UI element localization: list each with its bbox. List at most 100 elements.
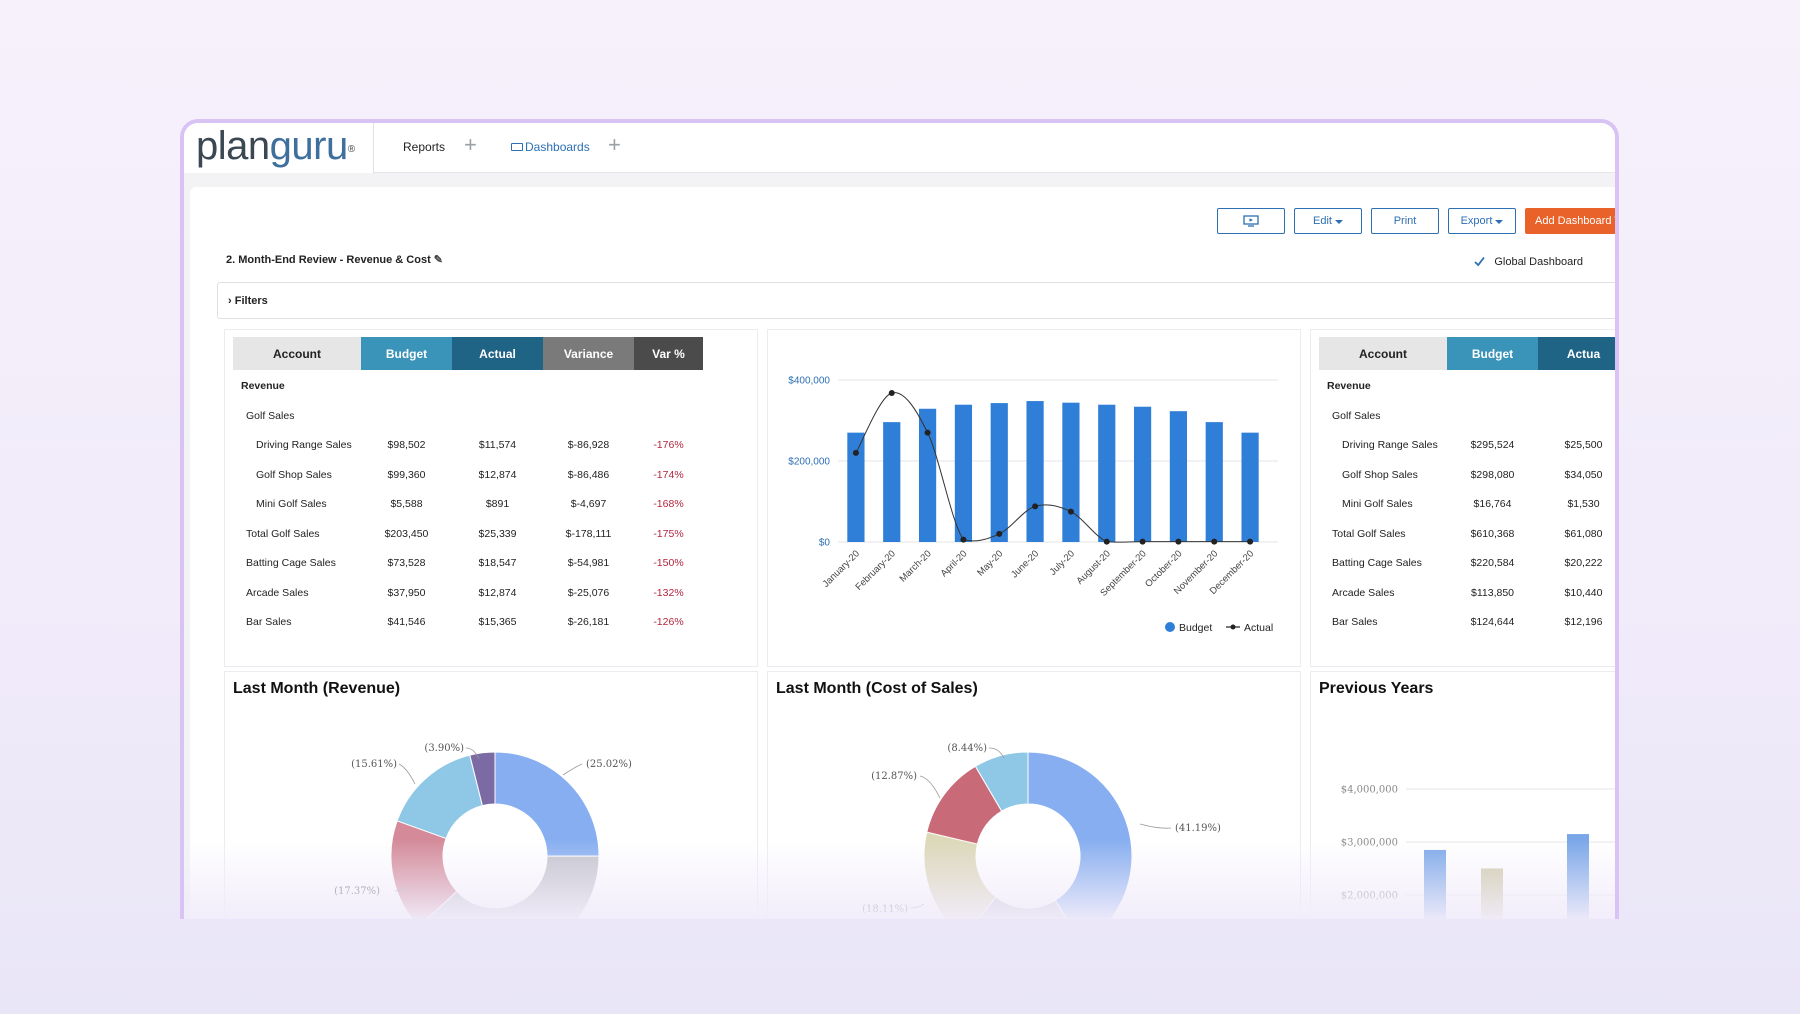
variance-table-panel: Account Budget Actual Variance Var % Revenue G… [224, 329, 758, 667]
table-cell-variance: $-4,697 [570, 498, 607, 510]
table-cell-actual: $61,080 [1564, 527, 1603, 540]
actual-point [996, 530, 1003, 537]
table-cell-var_pct: -175% [653, 527, 684, 540]
table-cell-account: Golf Shop Sales [1342, 468, 1418, 481]
actual-point [1032, 503, 1039, 510]
donut-leader-line [465, 747, 480, 760]
global-dashboard-toggle[interactable]: Global Dashboard [1473, 255, 1583, 268]
donut-leader-line [1139, 823, 1172, 829]
table-cell-actual: $10,440 [1564, 586, 1603, 599]
present-button[interactable] [1217, 208, 1285, 234]
add-dashboard-plus-icon[interactable]: + [608, 132, 621, 157]
table-cell-account: Mini Golf Sales [1342, 498, 1413, 510]
dashboard-title: 2. Month-End Review - Revenue & Cost ✎ [226, 253, 443, 266]
table-cell-variance: $-86,486 [567, 468, 610, 481]
legend-budget-label: Budget [1179, 622, 1212, 634]
table-cell-actual: $25,339 [478, 527, 517, 540]
top-nav-bar: planguru® Reports + Dashboards + [184, 123, 1615, 173]
table-cell-budget: $73,528 [387, 557, 426, 569]
export-button[interactable]: Export [1448, 208, 1516, 234]
table-cell-actual: $20,222 [1564, 557, 1603, 569]
donut-label: (41.19%) [1175, 823, 1221, 834]
table-cell-account: Batting Cage Sales [246, 557, 336, 569]
donut-label: (25.02%) [586, 759, 632, 770]
y-tick-label: $3,000,000 [1341, 838, 1398, 849]
table-cell-budget: $203,450 [384, 527, 429, 540]
cost-panel-title: Last Month (Cost of Sales) [776, 680, 978, 697]
print-button[interactable]: Print [1371, 208, 1439, 234]
dashboard-title-text: 2. Month-End Review - Revenue & Cost [226, 254, 431, 266]
donut-leader-line [909, 903, 925, 909]
revenue-donut-chart: (25.02%) (17.37%) (15.61%) (3.90%) [334, 743, 632, 919]
actual-point [1175, 538, 1182, 545]
actual-point [852, 449, 859, 456]
actual-point [924, 429, 931, 436]
legend-budget-marker [1165, 622, 1175, 632]
budget-bar [990, 403, 1008, 542]
table-cell-account: Arcade Sales [1332, 586, 1395, 599]
filters-bar[interactable]: › Filters [217, 282, 1615, 319]
legend-actual-marker [1230, 624, 1236, 630]
y-tick-label: $0 [819, 538, 831, 549]
logo-container[interactable]: planguru® [184, 123, 374, 173]
actual-line [855, 392, 1251, 543]
chevron-down-icon [1495, 220, 1504, 224]
y-tick-label: $400,000 [788, 376, 830, 387]
donut-leader-line [919, 775, 941, 799]
x-tick-label: June-20 [1009, 548, 1041, 580]
nav-reports[interactable]: Reports [403, 140, 446, 154]
table-cell-account: Revenue [241, 380, 285, 392]
add-report-plus-icon[interactable]: + [464, 132, 477, 157]
table-cell-actual: $11,574 [478, 439, 517, 451]
table-cell-account: Revenue [1327, 380, 1371, 392]
table-cell-variance: $-178,111 [565, 527, 612, 540]
nav-dashboards-label: Dashboards [525, 140, 590, 154]
table-header-account: Account [1319, 337, 1447, 370]
donut-label: (15.61%) [351, 759, 397, 770]
table-cell-budget: $610,368 [1470, 527, 1515, 540]
table-cell-account: Golf Shop Sales [256, 468, 332, 481]
previous-year-bar [1481, 868, 1503, 919]
table-cell-var_pct: -176% [653, 439, 684, 451]
pencil-icon[interactable]: ✎ [433, 254, 443, 266]
x-tick-label: May-20 [975, 548, 1005, 578]
previous-years-chart: $4,000,000 $3,000,000 $2,000,000 [1341, 785, 1615, 919]
table-cell-budget: $113,850 [1470, 586, 1514, 599]
planguru-logo: planguru® [196, 125, 355, 167]
add-dashboard-button[interactable]: Add Dashboard T [1525, 208, 1615, 234]
actual-point [1103, 538, 1110, 545]
table-cell-account: Driving Range Sales [1342, 439, 1438, 451]
logo-text-guru: guru [269, 124, 349, 168]
table-header-var-: Var % [634, 337, 703, 370]
dashboard-canvas: Edit Print Export Add Dashboard T 2. Mon… [190, 187, 1615, 919]
table-cell-actual: $25,500 [1564, 439, 1603, 451]
actual-point [960, 536, 967, 543]
table-header-account: Account [233, 337, 361, 370]
budget-bar [1133, 406, 1152, 542]
table-cell-actual: $15,365 [478, 616, 517, 628]
donut-slice [494, 751, 600, 857]
nav-dashboards[interactable]: Dashboards [511, 140, 590, 154]
table-cell-var_pct: -174% [653, 468, 684, 481]
table-cell-variance: $-26,181 [567, 616, 610, 628]
edit-button[interactable]: Edit [1294, 208, 1362, 234]
table-cell-var_pct: -126% [653, 616, 684, 628]
budget-bar [1241, 432, 1259, 542]
donut-leader-line [398, 763, 416, 785]
cost-donut-chart: (41.19%) (18.11%) (12.87%) (8.44%) [862, 743, 1221, 919]
chevron-down-icon [1334, 220, 1343, 224]
table-cell-account: Golf Sales [1332, 409, 1381, 422]
actual-point [1139, 538, 1146, 545]
donut-slice [923, 831, 997, 919]
y-tick-label: $200,000 [788, 457, 830, 468]
previous-years-title: Previous Years [1319, 680, 1434, 697]
table-cell-account: Arcade Sales [246, 586, 309, 599]
table-cell-budget: $5,588 [390, 498, 423, 510]
checkbox-checked-icon[interactable] [1473, 255, 1486, 268]
table-cell-budget: $16,764 [1473, 498, 1512, 510]
table-cell-actual: $34,050 [1564, 468, 1603, 481]
y-tick-label: $2,000,000 [1341, 891, 1398, 902]
table-header-actua: Actua [1538, 337, 1615, 370]
table-cell-account: Total Golf Sales [246, 527, 320, 540]
